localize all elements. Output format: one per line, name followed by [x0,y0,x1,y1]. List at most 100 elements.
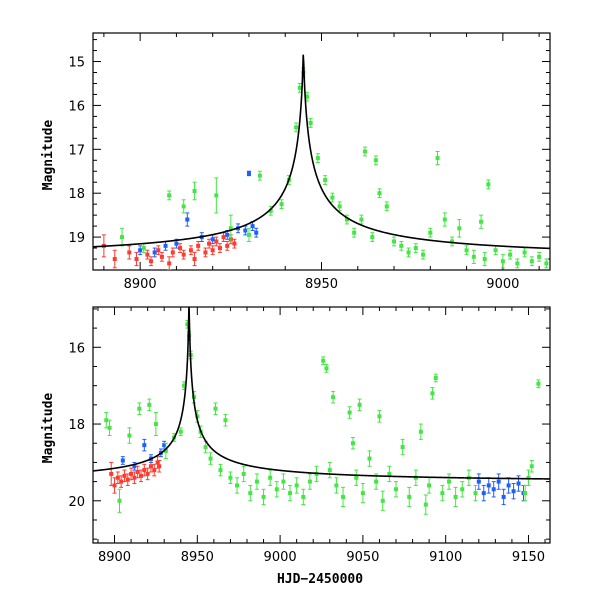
top-green-data-point [421,249,426,260]
top-green-data-point [413,243,418,253]
bottom-green-data-point [324,364,329,373]
top-green-data-point [268,205,273,216]
bottom-green-data-point [433,373,438,383]
bottom-green-data-point [294,477,299,494]
bottom-green-data-point [354,469,359,486]
bottom-green-data-point [117,488,122,513]
bottom-green-data-point [473,484,478,502]
bottom-green-data-point [407,486,412,508]
top-green-data-point [457,219,462,238]
top-data-layer [93,54,550,270]
bottom-green-data-point [350,436,355,450]
top-green-data-point [482,251,487,267]
bottom-green-data-point [347,406,352,419]
bottom-green-data-point [413,469,418,486]
top-green-data-point [120,227,125,247]
top-blue-data-point [243,225,248,236]
top-green-data-point [363,146,368,157]
bottom-green-data-point [127,427,132,444]
bottom-green-data-point [213,402,218,415]
bottom-green-data-point [357,398,362,412]
bottom-blue-data-point [486,477,491,494]
bottom-x-tick-label: 9150 [512,550,545,565]
bottom-green-data-point [400,438,405,456]
bottom-green-data-point [536,379,541,389]
top-green-data-point [167,190,172,201]
top-red-data-point [145,249,150,260]
top-green-data-point [294,122,299,133]
bottom-blue-data-point [481,484,486,502]
bottom-green-data-point [261,488,266,506]
bottom-green-data-point [529,459,534,473]
top-red-data-point [170,247,175,258]
top-plot-frame [92,32,551,271]
bottom-y-tick-label: 18 [68,418,85,433]
top-green-data-point [500,254,505,269]
top-model-curve [93,54,550,250]
bottom-x-tick-label: 8950 [181,550,214,565]
top-green-data-point [522,247,527,258]
top-green-data-point [442,212,447,227]
top-green-data-point [529,256,534,267]
bottom-red-data-point [112,477,117,494]
bottom-green-data-point [274,481,279,498]
bottom-green-data-point [360,483,365,504]
top-y-axis-title: Magnitude [41,120,56,191]
top-green-data-point [192,181,197,201]
bottom-green-data-point [307,473,312,490]
bottom-green-data-point [377,410,382,423]
bottom-green-data-point [241,465,246,483]
top-red-data-point [167,256,172,270]
top-green-data-point [330,192,335,203]
bottom-green-data-point [104,412,109,429]
top-red-data-point [181,249,186,260]
bottom-green-data-point [203,440,208,454]
bottom-green-data-point [254,473,259,490]
bottom-green-data-point [301,488,306,506]
top-red-data-point [192,251,197,267]
top-green-data-point [279,199,284,210]
top-red-data-point [210,245,215,256]
top-green-data-point [214,177,219,214]
top-green-data-point [337,201,342,212]
x-axis-title: HJD−2450000 [277,572,363,587]
top-green-data-point [479,214,484,229]
top-green-data-point [399,240,404,251]
top-green-data-point [544,258,549,269]
top-y-tick-label: 19 [68,231,85,246]
bottom-x-tick-label: 9050 [346,550,379,565]
top-blue-data-point [185,212,190,227]
bottom-plot-frame [92,306,551,544]
bottom-green-data-point [440,484,445,502]
bottom-blue-data-point [501,488,506,506]
top-green-data-point [471,249,476,264]
top-blue-data-point [210,234,215,245]
bottom-red-data-point [139,469,144,483]
top-red-data-point [214,236,219,247]
bottom-green-data-point [394,481,399,498]
bottom-green-data-point [427,477,432,494]
bottom-green-data-point [178,427,183,437]
top-red-data-point [232,238,237,249]
top-red-data-point [156,245,161,256]
top-red-data-point [127,245,132,260]
top-green-data-point [344,214,349,225]
top-green-data-point [323,175,328,185]
bottom-red-data-point [157,459,162,473]
bottom-green-data-point [321,356,326,366]
bottom-green-data-point [446,473,451,490]
top-green-data-point [377,188,382,199]
bottom-green-data-point [281,473,286,490]
bottom-green-data-point [418,423,423,440]
bottom-model-curve [93,307,550,480]
bottom-green-data-point [218,463,223,477]
top-green-data-point [508,249,513,260]
top-green-data-point [370,232,375,242]
bottom-red-data-point [109,461,114,486]
top-red-data-point [149,256,154,267]
top-green-data-point [228,214,233,242]
top-red-data-point [196,240,201,251]
top-red-data-point [221,232,226,242]
bottom-blue-data-point [142,438,147,452]
top-green-data-point [359,214,364,225]
